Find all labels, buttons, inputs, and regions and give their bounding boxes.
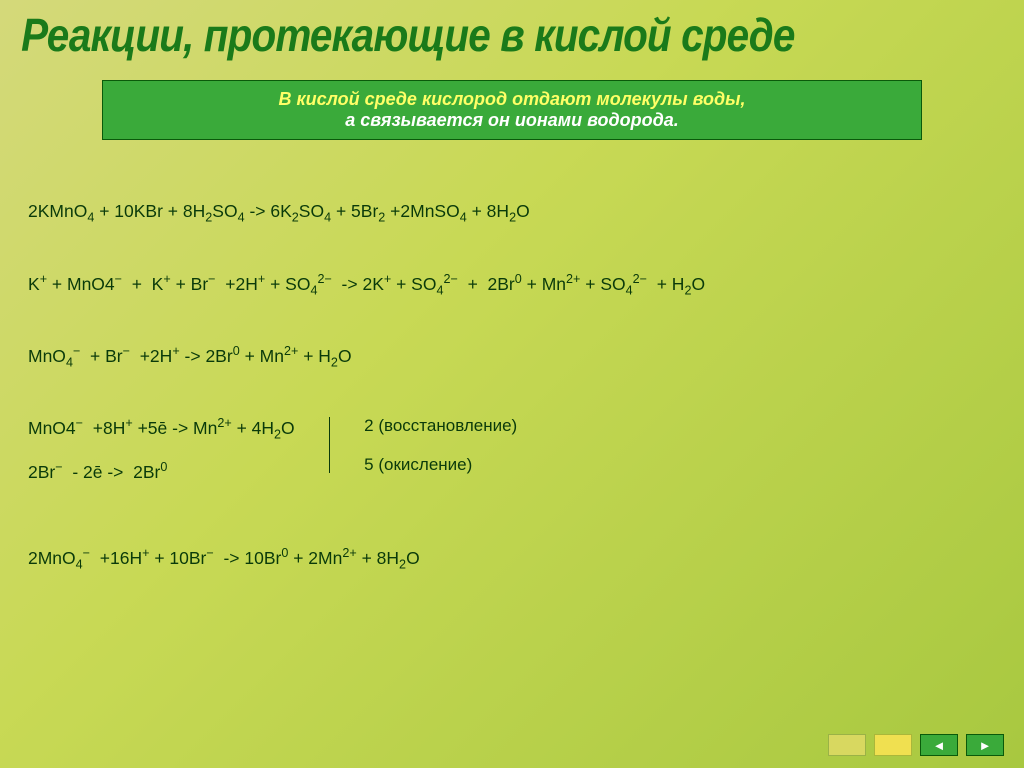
half-reactions: MnO4− +8H+ +5ē -> Mn2+ + 4H2O 2Br− - 2ē … — [28, 415, 295, 501]
info-line-2: а связывается он ионами водорода. — [115, 110, 909, 131]
slide-title: Реакции, протекающие в кислой среде — [0, 0, 901, 62]
nav-placeholder-1 — [828, 734, 866, 756]
balance-divider — [329, 417, 331, 473]
half-reaction-oxidation: 2Br− - 2ē -> 2Br0 — [28, 459, 295, 484]
equation-1: 2KMnO4 + 10KBr + 8H2SO4 -> 6K2SO4 + 5Br2… — [28, 200, 996, 227]
info-line-1: В кислой среде кислород отдают молекулы … — [115, 89, 909, 110]
nav-controls: ◄ ► — [828, 734, 1004, 756]
nav-placeholder-2 — [874, 734, 912, 756]
electron-balance-block: MnO4− +8H+ +5ē -> Mn2+ + 4H2O 2Br− - 2ē … — [28, 415, 996, 501]
nav-next-button[interactable]: ► — [966, 734, 1004, 756]
info-box: В кислой среде кислород отдают молекулы … — [102, 80, 922, 140]
nav-prev-button[interactable]: ◄ — [920, 734, 958, 756]
content-area: 2KMnO4 + 10KBr + 8H2SO4 -> 6K2SO4 + 5Br2… — [0, 140, 1024, 573]
coeff-reduction: 2 (восстановление) — [364, 415, 517, 438]
half-reaction-reduction: MnO4− +8H+ +5ē -> Mn2+ + 4H2O — [28, 415, 295, 443]
balance-coefficients: 2 (восстановление) 5 (окисление) — [364, 415, 517, 493]
equation-3-ionic-net: MnO4− + Br− +2H+ -> 2Br0 + Mn2+ + H2O — [28, 343, 996, 371]
equation-2-ionic-full: K+ + MnO4− + K+ + Br− +2H+ + SO42− -> 2K… — [28, 271, 996, 299]
coeff-oxidation: 5 (окисление) — [364, 454, 517, 477]
equation-4-final: 2MnO4− +16H+ + 10Br− -> 10Br0 + 2Mn2+ + … — [28, 545, 996, 573]
